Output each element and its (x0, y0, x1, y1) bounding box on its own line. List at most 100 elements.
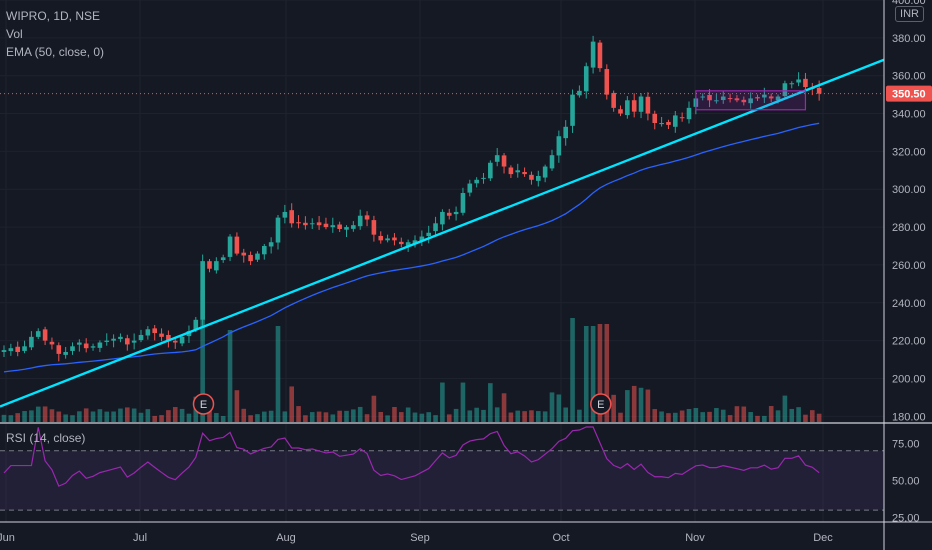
candle (755, 97, 760, 99)
y-tick-label: 200.00 (892, 373, 926, 385)
volume-bar (392, 406, 397, 422)
candle (118, 336, 123, 339)
volume-bar (556, 394, 562, 422)
candle (508, 167, 514, 175)
candle (611, 92, 616, 108)
candle (1, 350, 7, 352)
volume-bar (707, 411, 712, 422)
candle (193, 319, 199, 330)
y-tick-label: 180.00 (892, 411, 926, 423)
candle (282, 211, 288, 218)
candle (385, 238, 390, 241)
volume-bar (467, 410, 473, 422)
volume-bar (508, 412, 514, 422)
candle (577, 90, 582, 96)
volume-bar (446, 414, 452, 422)
y-tick-label: 320.00 (892, 146, 926, 158)
candle (138, 334, 144, 341)
candle (515, 170, 521, 173)
volume-bar (275, 326, 281, 422)
candle (241, 252, 247, 256)
candle (789, 83, 795, 85)
candle (494, 155, 500, 162)
volume-bar (172, 407, 178, 422)
chart-grid (0, 0, 884, 522)
candle (262, 246, 267, 255)
candle (474, 179, 479, 184)
volume-bar (351, 409, 356, 422)
currency-badge[interactable]: INR (895, 6, 924, 22)
volume-bar (433, 415, 438, 422)
candle (131, 340, 137, 343)
rsi-band (0, 450, 884, 511)
candle (631, 100, 637, 112)
candle (357, 215, 363, 227)
candle (275, 217, 281, 243)
volume-bar (118, 408, 123, 422)
volume-bar (227, 330, 233, 422)
volume-bar (522, 411, 527, 422)
candle (570, 94, 575, 126)
volume-bar (590, 326, 596, 422)
candle (679, 117, 685, 119)
rsi-band-fill (0, 450, 884, 511)
volume-bar (303, 415, 308, 422)
volume-bar (529, 410, 534, 422)
volume-bar (775, 410, 781, 422)
volume-bar (768, 406, 774, 422)
volume-bar (501, 393, 507, 422)
rsi-tick-label: 25.00 (892, 513, 920, 525)
candle (727, 98, 733, 100)
volume-bar (262, 411, 267, 422)
candle (816, 87, 822, 94)
earnings-marker (590, 393, 612, 415)
volume-bar (344, 410, 349, 422)
volume-bar (200, 290, 205, 422)
candle (453, 211, 459, 215)
candle (536, 175, 541, 181)
candle (172, 340, 178, 343)
candle (22, 346, 27, 351)
candles (1, 35, 822, 362)
volume-bar (494, 407, 500, 422)
candle (70, 346, 75, 351)
x-tick-label: Jun (0, 532, 15, 544)
candle (344, 227, 349, 230)
volume-bar (70, 415, 75, 422)
candle (501, 155, 507, 167)
volume-bar (419, 413, 425, 422)
volume-legend: Vol (6, 27, 23, 41)
volume-bar (720, 409, 726, 422)
volume-bar (330, 414, 336, 422)
volume-bar (700, 412, 705, 422)
volume-bar (385, 415, 390, 422)
candle (125, 338, 130, 345)
volume-bar (316, 411, 322, 422)
candle (145, 329, 151, 336)
candle (625, 100, 630, 116)
candle (29, 336, 34, 348)
candle (686, 107, 692, 120)
candle (734, 98, 740, 101)
trendline (0, 58, 885, 408)
y-tick-label: 400.00 (892, 0, 926, 7)
ema-legend: EMA (50, close, 0) (6, 45, 105, 59)
volume-bar (268, 410, 274, 422)
volume-bar (364, 414, 370, 422)
candle (433, 223, 438, 232)
x-tick-label: Sep (410, 532, 430, 544)
candle (104, 340, 110, 342)
candle (762, 94, 767, 98)
volume-bar (679, 410, 685, 422)
candle (323, 223, 329, 228)
candle (673, 115, 678, 127)
volume-bar (289, 386, 294, 422)
volume-bar (666, 413, 671, 422)
candle (467, 183, 473, 193)
candle (111, 338, 116, 341)
rsi-line (3, 426, 820, 487)
volume-bar (282, 411, 288, 422)
volume-bar (56, 411, 62, 422)
candle (309, 223, 315, 225)
